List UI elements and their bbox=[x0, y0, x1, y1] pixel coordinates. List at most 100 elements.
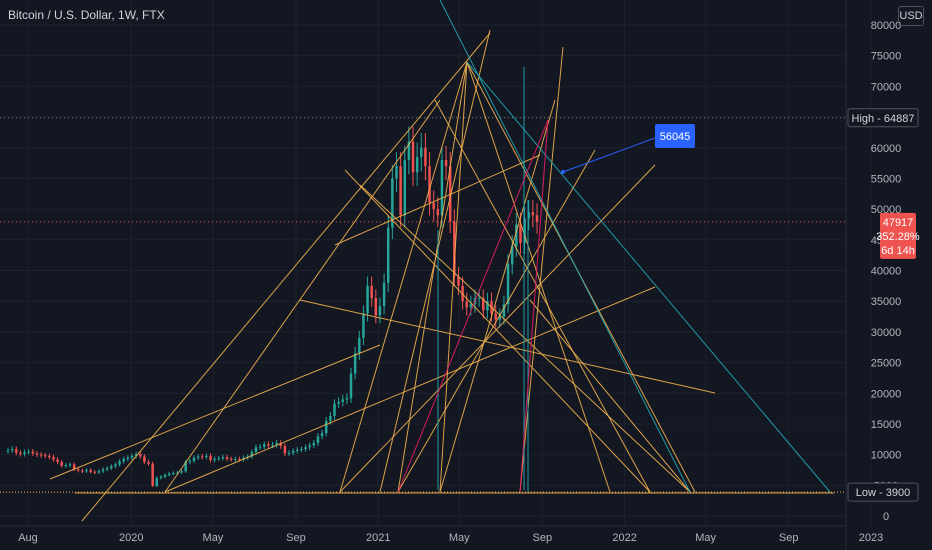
drawing-tools bbox=[0, 0, 846, 522]
candle-body bbox=[341, 399, 344, 402]
candle-body bbox=[337, 401, 340, 404]
candle-body bbox=[176, 472, 179, 474]
candle-body bbox=[440, 160, 444, 216]
candle-body bbox=[10, 449, 14, 451]
fan-line bbox=[397, 149, 596, 493]
candle-body bbox=[188, 460, 192, 462]
y-tick-label: 10000 bbox=[871, 450, 902, 462]
candle-body bbox=[39, 454, 43, 456]
x-tick-label: 2021 bbox=[366, 532, 390, 544]
callout-label-text: 56045 bbox=[660, 131, 691, 143]
candle-body bbox=[333, 403, 336, 416]
candle-body bbox=[225, 457, 229, 459]
candle-body bbox=[374, 298, 378, 316]
y-tick-label: 0 bbox=[883, 511, 889, 523]
candle-body bbox=[382, 282, 386, 307]
fan-line bbox=[397, 61, 468, 493]
fan-line bbox=[339, 61, 468, 493]
candle-body bbox=[250, 452, 254, 457]
high-label-box bbox=[847, 108, 919, 128]
y-tick-label: 25000 bbox=[871, 358, 902, 370]
candle-body bbox=[147, 461, 150, 464]
callout-label: 56045 bbox=[655, 124, 695, 148]
x-tick-label: Aug bbox=[18, 532, 38, 544]
candle-body bbox=[134, 454, 138, 456]
candle-body bbox=[308, 445, 311, 448]
candle-body bbox=[275, 442, 278, 445]
candle-body bbox=[424, 147, 427, 167]
fan-line bbox=[81, 32, 491, 522]
candle-body bbox=[296, 449, 299, 451]
candle-body bbox=[205, 455, 208, 458]
x-tick-label: Sep bbox=[779, 532, 799, 544]
candle-body bbox=[362, 313, 365, 339]
fan-line bbox=[334, 154, 541, 246]
candle-body bbox=[6, 450, 10, 452]
fan-line bbox=[359, 184, 691, 493]
candle-body bbox=[167, 473, 171, 475]
candle-body bbox=[105, 468, 109, 470]
candle-body bbox=[258, 446, 262, 448]
candle-body bbox=[291, 450, 295, 453]
x-tick-label: May bbox=[203, 532, 224, 544]
candle-body bbox=[494, 313, 497, 320]
currency-button[interactable]: USD bbox=[898, 6, 924, 26]
low-label: Low - 3900 bbox=[847, 482, 919, 502]
candle-body bbox=[395, 166, 398, 179]
candle-body bbox=[184, 461, 187, 472]
fan-line bbox=[466, 61, 611, 493]
candle-body bbox=[52, 457, 55, 460]
fan-line bbox=[529, 299, 691, 493]
candle-body bbox=[502, 304, 506, 317]
low-label-text: Low - 3900 bbox=[856, 487, 910, 499]
fan-line bbox=[299, 299, 716, 394]
callout-label-box bbox=[655, 124, 695, 148]
candle-body bbox=[399, 166, 402, 216]
candle-body bbox=[126, 457, 130, 459]
candle-body bbox=[271, 444, 274, 446]
candle-body bbox=[448, 166, 452, 222]
candle-body bbox=[465, 301, 468, 308]
candle-body bbox=[139, 454, 142, 457]
candle-body bbox=[316, 436, 320, 443]
candle-body bbox=[48, 455, 51, 458]
candle-body bbox=[287, 452, 291, 454]
candle-body bbox=[411, 141, 415, 173]
candle-body bbox=[300, 449, 303, 451]
candle-body bbox=[209, 455, 212, 461]
candle-body bbox=[283, 446, 287, 454]
candle-body bbox=[304, 447, 307, 450]
candle-body bbox=[415, 156, 419, 173]
candle-body bbox=[510, 245, 514, 265]
candle-body bbox=[229, 458, 233, 460]
candle-body bbox=[515, 224, 518, 246]
y-tick-label: 30000 bbox=[871, 327, 902, 339]
candle-body bbox=[527, 212, 530, 219]
candle-body bbox=[420, 147, 423, 157]
candle-body bbox=[407, 141, 411, 161]
candle-body bbox=[312, 442, 316, 446]
candle-body bbox=[114, 464, 117, 467]
candle-body bbox=[428, 166, 431, 203]
candle-body bbox=[391, 178, 394, 228]
candle-body bbox=[192, 457, 196, 461]
candle-body bbox=[159, 476, 163, 478]
candle-body bbox=[482, 298, 485, 311]
y-tick-label: 20000 bbox=[871, 388, 902, 400]
candle-body bbox=[110, 466, 113, 469]
candle-body bbox=[324, 420, 328, 434]
candle-body bbox=[130, 455, 134, 458]
candle-body bbox=[320, 433, 324, 437]
candle-body bbox=[72, 464, 76, 470]
candle-body bbox=[64, 465, 68, 467]
x-tick-label: Sep bbox=[533, 532, 553, 544]
candles bbox=[6, 126, 539, 488]
candle-body bbox=[469, 304, 473, 308]
candle-body bbox=[457, 276, 460, 286]
candle-body bbox=[23, 452, 26, 455]
candle-body bbox=[358, 338, 361, 354]
candle-body bbox=[238, 458, 241, 460]
candle-body bbox=[77, 469, 80, 471]
